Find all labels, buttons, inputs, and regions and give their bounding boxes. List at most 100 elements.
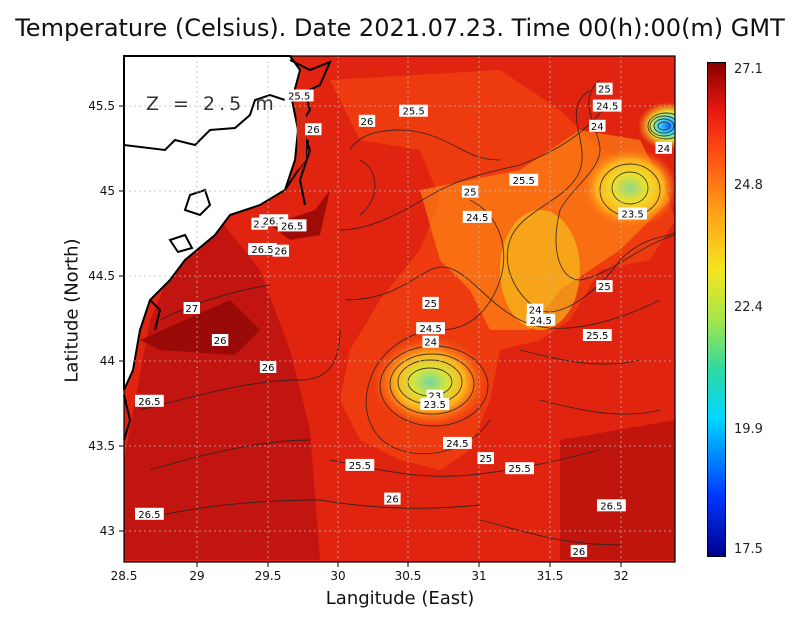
contour-label-text: 24 bbox=[529, 306, 542, 317]
contour-label: 24.5 bbox=[416, 322, 445, 335]
x-tick-label: 30 bbox=[330, 569, 345, 583]
contour-label-text: 26 bbox=[307, 125, 320, 136]
contour-label-text: 25.5 bbox=[402, 107, 424, 118]
contour-label: 24.5 bbox=[592, 99, 622, 113]
contour-label-text: 25.5 bbox=[586, 331, 608, 342]
contour-label: 24.5 bbox=[526, 313, 556, 327]
x-tick-label: 29 bbox=[189, 569, 204, 583]
contour-label: 24.5 bbox=[443, 436, 472, 450]
yellow-tongue bbox=[500, 210, 580, 330]
contour-label-text: 24.5 bbox=[419, 324, 441, 335]
contour-label-text: 25 bbox=[479, 454, 492, 465]
contour-label-text: 26 bbox=[386, 495, 399, 506]
contour-label: 23.5 bbox=[618, 207, 647, 221]
contour-label: 23.5 bbox=[420, 398, 450, 411]
contour-label: 25.5 bbox=[345, 458, 375, 472]
warm-se bbox=[560, 420, 675, 560]
x-tick-marks bbox=[196, 562, 622, 567]
contour-labels: 25.5262625.52524.5242425.52524.523.52626… bbox=[135, 82, 672, 558]
y-tick-marks bbox=[119, 105, 124, 532]
contour-label-text: 26.5 bbox=[263, 216, 285, 227]
colorbar bbox=[707, 62, 726, 557]
contour-label-text: 26 bbox=[214, 336, 227, 347]
contour-label-text: 23.5 bbox=[621, 210, 643, 221]
contour-label: 25.5 bbox=[505, 462, 534, 475]
x-tick-label: 28.5 bbox=[111, 569, 138, 583]
contour-label: 26 bbox=[305, 123, 322, 136]
x-axis-title: Langitude (East) bbox=[325, 588, 475, 609]
contour-label: 25.5 bbox=[399, 104, 428, 118]
grid-lines bbox=[124, 56, 675, 562]
x-tick-label: 31.5 bbox=[537, 569, 564, 583]
contour-label-text: 24.5 bbox=[530, 316, 552, 327]
contour-label: 26 bbox=[358, 114, 376, 128]
contour-label: 26 bbox=[570, 544, 588, 558]
cool-eddy-ne bbox=[638, 102, 675, 150]
contour-label-text: 25 bbox=[598, 282, 611, 293]
warm-belt-core bbox=[140, 300, 260, 355]
contour-label-text: 26 bbox=[573, 547, 586, 558]
colorbar-tick: 27.1 bbox=[734, 62, 763, 77]
contour-label: 25 bbox=[422, 296, 439, 310]
y-axis-title: Latitude (North) bbox=[61, 238, 83, 383]
contour-label: 26 bbox=[384, 492, 401, 506]
contour-label-text: 25.5 bbox=[513, 176, 535, 187]
contour-label-text: 24.5 bbox=[596, 102, 618, 113]
contour-label-text: 23.5 bbox=[424, 400, 446, 411]
contour-label: 26.5 bbox=[135, 394, 164, 408]
contour-label-text: 26.5 bbox=[251, 245, 273, 256]
contour-label-text: 25.5 bbox=[349, 461, 371, 472]
y-tick-label: 44 bbox=[100, 354, 115, 368]
contour-label-text: 26.5 bbox=[281, 221, 303, 232]
contour-label-text: 26.5 bbox=[600, 501, 622, 512]
contour-label-text: 25 bbox=[598, 85, 611, 96]
contour-label-text: 26.5 bbox=[138, 397, 160, 408]
contour-label-text: 26 bbox=[361, 117, 374, 128]
contour-label: 26 bbox=[272, 244, 289, 258]
contour-label-text: 24 bbox=[591, 122, 604, 133]
contour-label: 25 bbox=[596, 82, 613, 96]
contour-label-text: 23 bbox=[428, 392, 441, 403]
map-title: Temperature (Celsius). Date 2021.07.23. … bbox=[15, 14, 785, 42]
cool-eddy-center bbox=[372, 336, 488, 428]
x-tick-label: 31 bbox=[471, 569, 486, 583]
contour-label: 24 bbox=[526, 303, 544, 317]
contour-label: 24.5 bbox=[462, 210, 492, 224]
contour-label-text: 24.5 bbox=[466, 213, 488, 224]
contour-label: 25.5 bbox=[509, 173, 539, 187]
contour-label-text: 25 bbox=[464, 188, 477, 199]
y-tick-label: 44.5 bbox=[88, 269, 115, 283]
contour-label-text: 24 bbox=[657, 144, 670, 155]
x-tick-label: 32 bbox=[613, 569, 628, 583]
contour-label: 26.5 bbox=[597, 499, 626, 512]
delta-warm-strip bbox=[296, 100, 306, 170]
contour-label-text: 25 bbox=[424, 299, 437, 310]
y-tick-label: 43 bbox=[100, 524, 115, 538]
contour-label: 26.5 bbox=[248, 243, 277, 256]
x-tick-label: 30.5 bbox=[395, 569, 422, 583]
contour-label: 24 bbox=[422, 335, 439, 349]
contour-label: 26.5 bbox=[277, 219, 307, 232]
contour-label-text: 24.5 bbox=[446, 439, 468, 450]
contour-label-text: 24 bbox=[424, 338, 437, 349]
contour-label: 24 bbox=[655, 141, 672, 155]
contour-label-text: 26 bbox=[262, 363, 275, 374]
contour-label: 26 bbox=[259, 361, 277, 374]
contour-label: 25 bbox=[596, 280, 613, 293]
plot-frame bbox=[123, 55, 676, 563]
x-tick-label: 29.5 bbox=[255, 569, 282, 583]
contour-label: 26 bbox=[211, 334, 229, 347]
contour-label-text: 25.5 bbox=[508, 464, 530, 475]
depth-label: Z = 2.5 m bbox=[146, 93, 278, 115]
contour-label: 26.5 bbox=[135, 507, 164, 521]
colorbar-tick: 19.9 bbox=[734, 422, 763, 437]
colorbar-tick: 22.4 bbox=[734, 300, 763, 315]
y-tick-label: 45.5 bbox=[88, 99, 115, 113]
contour-label: 25 bbox=[477, 452, 494, 465]
contour-label: 25.5 bbox=[582, 329, 612, 342]
contour-label: 24 bbox=[589, 119, 606, 133]
contour-label-text: 26 bbox=[274, 247, 287, 258]
contour-label: 27 bbox=[183, 302, 200, 315]
contour-label-text: 27 bbox=[185, 304, 198, 315]
